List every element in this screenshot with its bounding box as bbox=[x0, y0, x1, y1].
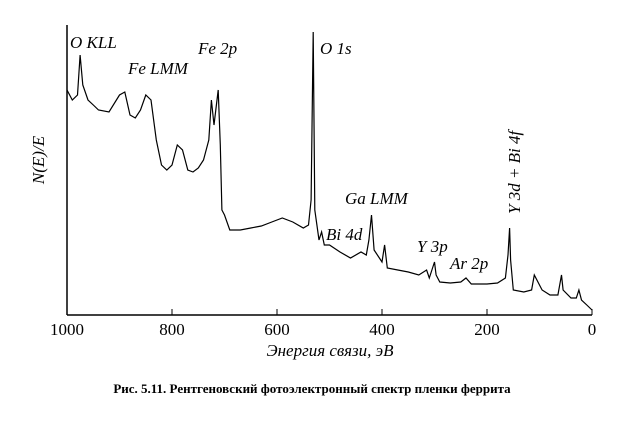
x-tick-label: 400 bbox=[369, 320, 395, 339]
annotation: Y 3p bbox=[417, 237, 448, 256]
x-tick-label: 800 bbox=[159, 320, 185, 339]
x-axis-label: Энергия связи, эВ bbox=[266, 341, 394, 360]
x-tick-label: 1000 bbox=[50, 320, 84, 339]
x-tick-label: 600 bbox=[264, 320, 290, 339]
x-tick-label: 0 bbox=[588, 320, 597, 339]
annotation: O KLL bbox=[70, 33, 117, 52]
y-axis-label: N(E)/E bbox=[29, 135, 48, 185]
annotation: Fe LMM bbox=[127, 59, 189, 78]
annotation: Ga LMM bbox=[345, 189, 409, 208]
x-tick-label: 200 bbox=[474, 320, 500, 339]
spectrum-line bbox=[66, 31, 593, 311]
caption: Рис. 5.11. Рентгеновский фотоэлектронный… bbox=[113, 381, 511, 396]
annotation: O 1s bbox=[320, 39, 352, 58]
annotation: Fe 2p bbox=[197, 39, 237, 58]
annotation: Bi 4d bbox=[326, 225, 363, 244]
annotation: Y 3d + Bi 4f bbox=[505, 128, 524, 214]
annotation: Ar 2p bbox=[449, 254, 488, 273]
